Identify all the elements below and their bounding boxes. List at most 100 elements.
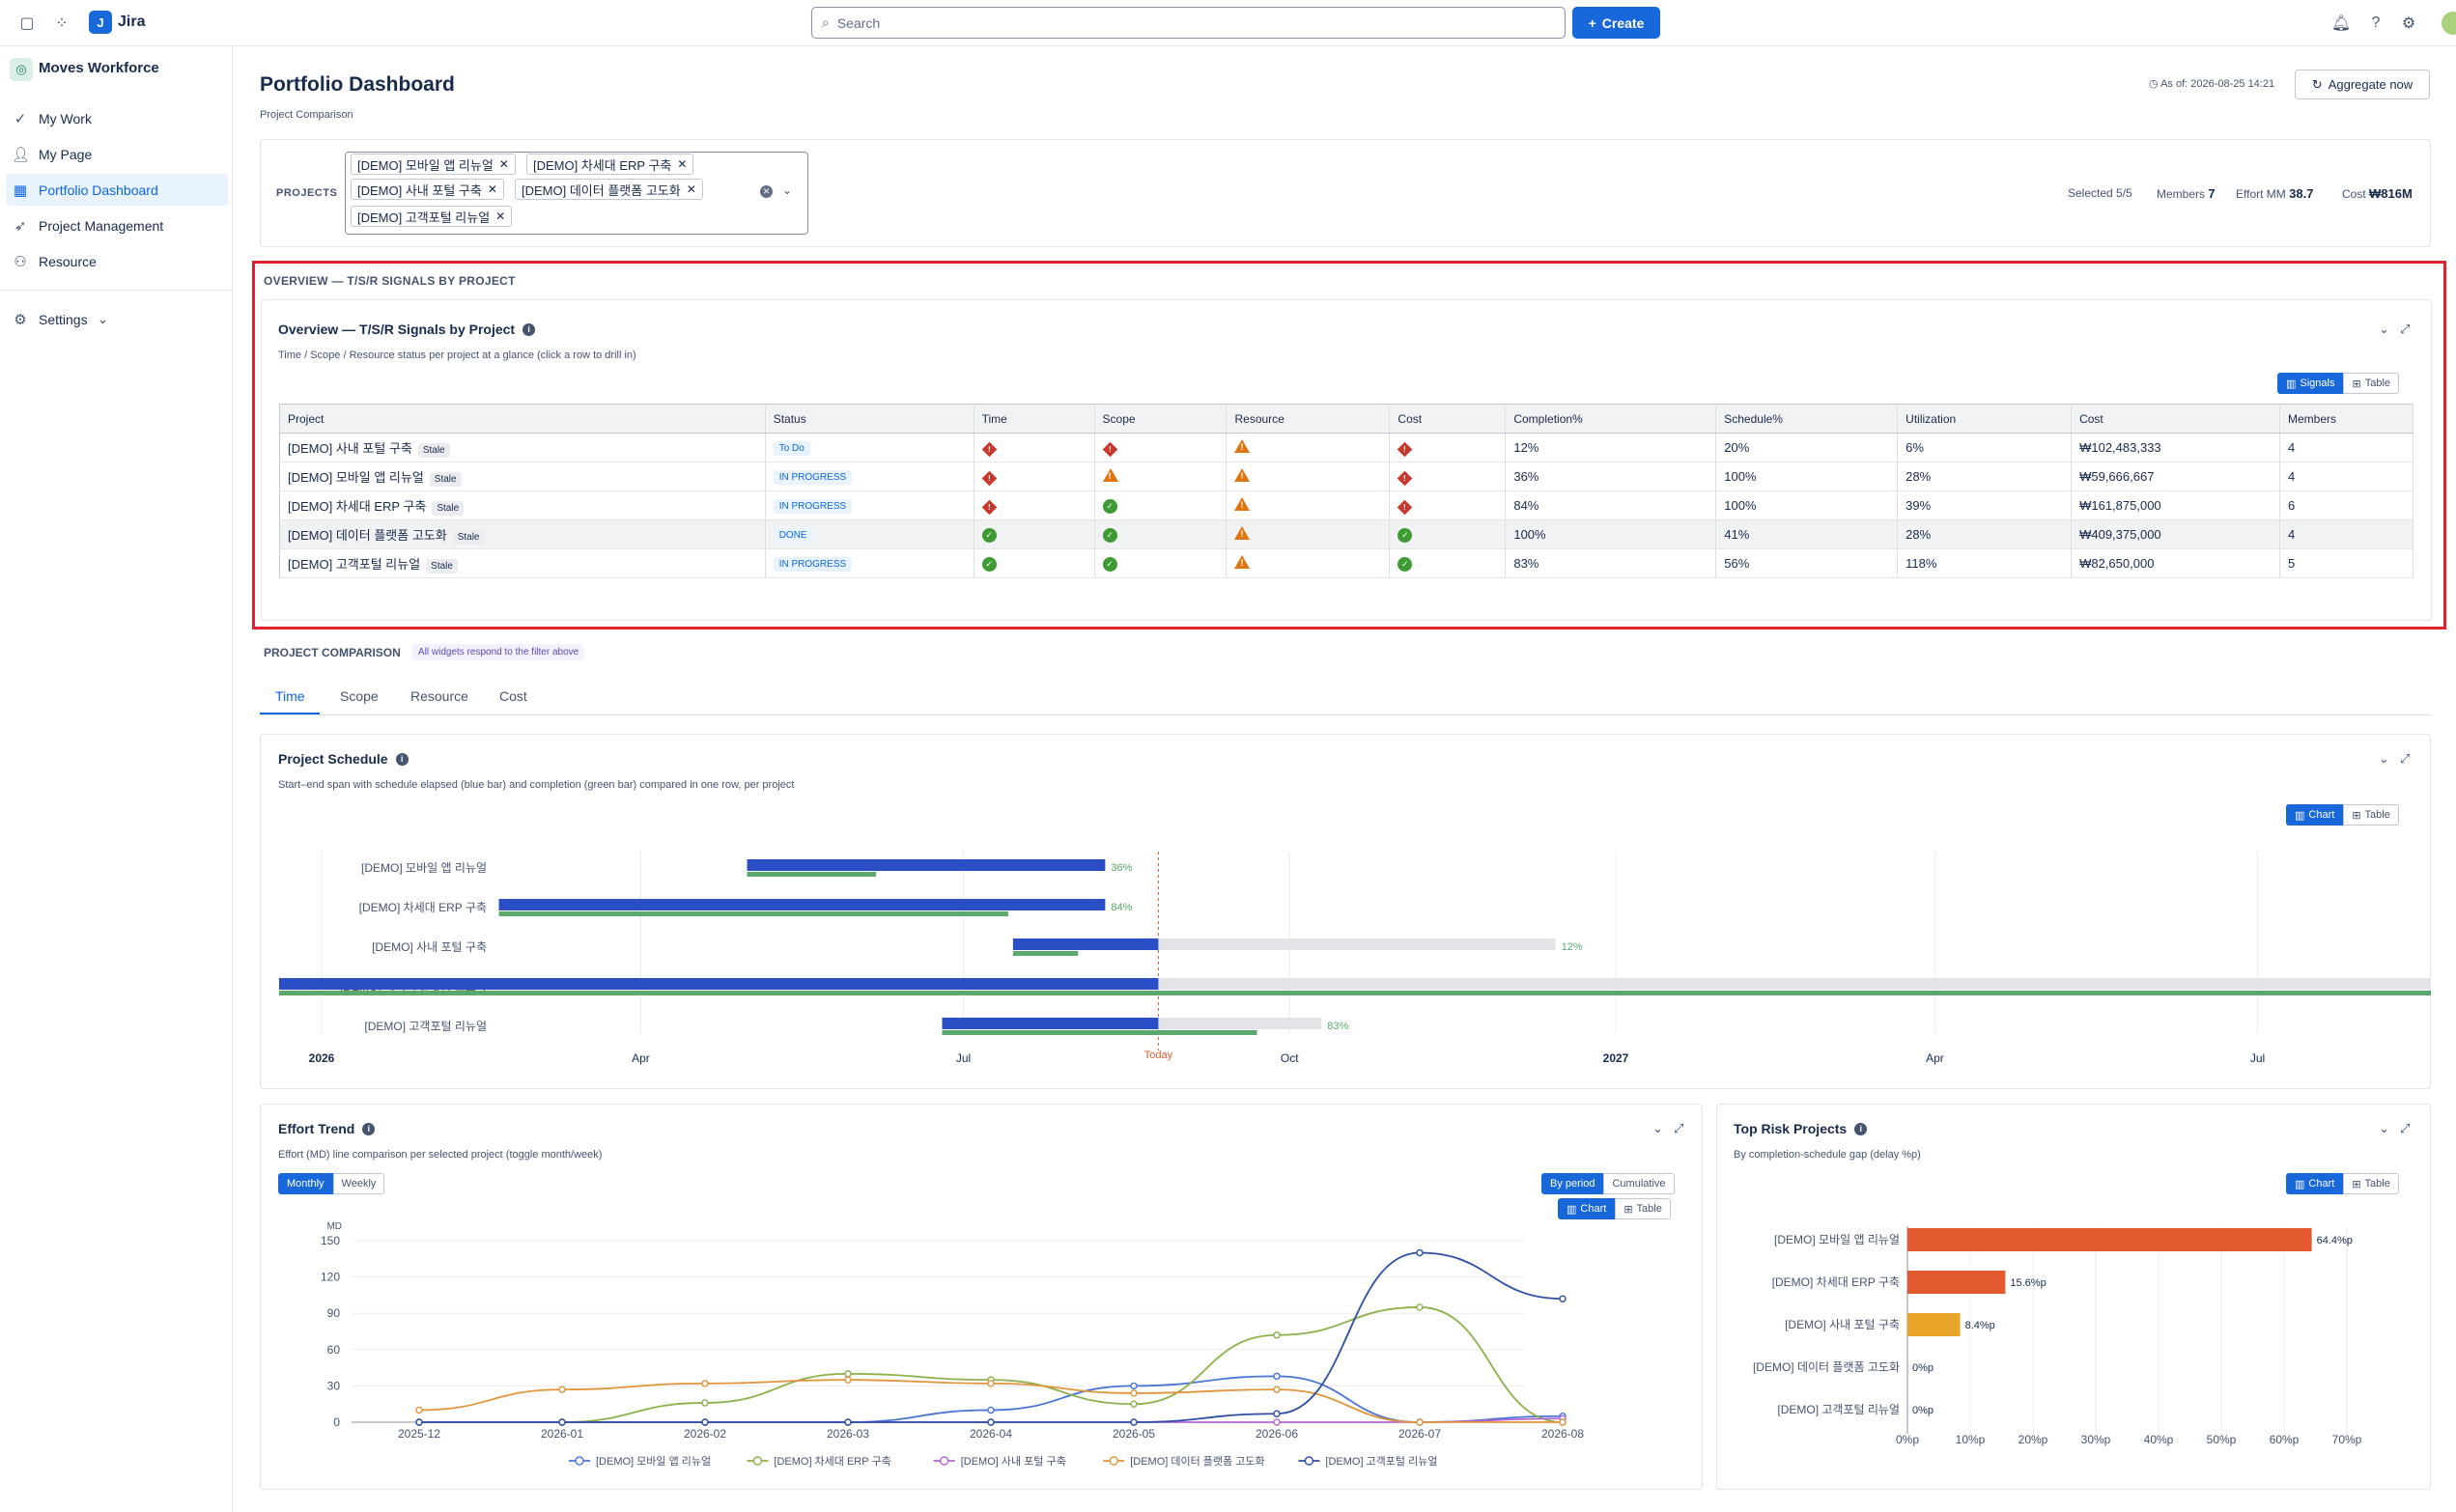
data-point[interactable] bbox=[1130, 1418, 1138, 1426]
table-toggle[interactable]: ⊞ Table bbox=[2343, 373, 2399, 394]
col-cost[interactable]: Cost bbox=[2071, 404, 2280, 434]
info-icon[interactable]: i bbox=[362, 1122, 376, 1135]
nav-project-management[interactable]: ➶ Project Management bbox=[6, 210, 228, 241]
weekly-toggle[interactable]: Weekly bbox=[332, 1173, 385, 1194]
data-point[interactable] bbox=[1273, 1372, 1281, 1381]
settings-gear-icon[interactable]: ⚙︎ bbox=[2401, 15, 2416, 32]
gantt-elapsed-bar[interactable] bbox=[498, 899, 1106, 910]
data-point[interactable] bbox=[558, 1386, 566, 1393]
data-point[interactable] bbox=[1130, 1389, 1138, 1397]
expand-icon[interactable]: ⤢ bbox=[2400, 751, 2411, 766]
project-chip[interactable]: [DEMO] 고객포털 리뉴얼 ✕ bbox=[351, 206, 513, 227]
aggregate-now-button[interactable]: ↻ Aggregate now bbox=[2295, 70, 2430, 99]
project-chip[interactable]: [DEMO] 차세대 ERP 구축 ✕ bbox=[526, 154, 694, 175]
project-chip[interactable]: [DEMO] 데이터 플랫폼 고도화 ✕ bbox=[515, 179, 703, 200]
chart-toggle[interactable]: ▥ Chart bbox=[1558, 1198, 1616, 1219]
risk-bar[interactable] bbox=[1907, 1313, 1961, 1336]
table-row[interactable]: [DEMO] 차세대 ERP 구축 Stale IN PROGRESS! ✓!! 84%… bbox=[279, 490, 2414, 520]
series-line[interactable] bbox=[419, 1306, 1564, 1423]
data-point[interactable] bbox=[844, 1370, 852, 1378]
data-point[interactable] bbox=[1273, 1386, 1281, 1393]
project-multiselect[interactable] bbox=[345, 152, 808, 235]
legend-item[interactable]: [DEMO] 고객포털 리뉴얼 bbox=[1298, 1454, 1437, 1468]
clear-all-icon[interactable]: ✕ bbox=[760, 185, 773, 198]
gantt-completion-bar[interactable] bbox=[1012, 951, 1079, 956]
col-cost-signal[interactable]: Cost bbox=[1389, 404, 1507, 434]
legend-item[interactable]: [DEMO] 데이터 플랫폼 고도화 bbox=[1103, 1455, 1265, 1468]
tab-resource[interactable]: Resource bbox=[410, 688, 468, 704]
table-row[interactable]: [DEMO] 사내 포털 구축 Stale To Do!!!! 12% 20% 6% ₩10… bbox=[279, 433, 2414, 462]
col-status[interactable]: Status bbox=[765, 404, 974, 434]
col-schedule[interactable]: Schedule% bbox=[1715, 404, 1899, 434]
gantt-completion-bar[interactable] bbox=[942, 1030, 1257, 1035]
data-point[interactable] bbox=[1559, 1295, 1567, 1302]
table-row[interactable]: [DEMO] 모바일 앱 리뉴얼 Stale IN PROGRESS!!!! 36% 1… bbox=[279, 462, 2414, 491]
data-point[interactable] bbox=[558, 1418, 566, 1426]
chevron-down-icon[interactable]: ⌄ bbox=[782, 183, 793, 197]
table-toggle[interactable]: ⊞ Table bbox=[1615, 1198, 1671, 1219]
data-point[interactable] bbox=[1273, 1410, 1281, 1417]
data-point[interactable] bbox=[1416, 1248, 1424, 1257]
data-point[interactable] bbox=[1416, 1418, 1424, 1426]
col-completion[interactable]: Completion% bbox=[1505, 404, 1717, 434]
col-resource[interactable]: Resource bbox=[1226, 404, 1391, 434]
gantt-elapsed-bar[interactable] bbox=[747, 859, 1106, 871]
project-chip[interactable]: [DEMO] 사내 포털 구축 ✕ bbox=[351, 179, 504, 200]
cumulative-toggle[interactable]: Cumulative bbox=[1603, 1173, 1675, 1194]
expand-icon[interactable]: ⤢ bbox=[2400, 1121, 2411, 1135]
data-point[interactable] bbox=[987, 1418, 995, 1426]
collapse-chevron-icon[interactable]: ⌄ bbox=[2379, 322, 2389, 336]
table-toggle[interactable]: ⊞ Table bbox=[2343, 804, 2399, 826]
data-point[interactable] bbox=[1273, 1418, 1281, 1426]
nav-portfolio-dashboard[interactable]: ▦ Portfolio Dashboard bbox=[6, 174, 228, 206]
data-point[interactable] bbox=[987, 1406, 995, 1414]
col-members[interactable]: Members bbox=[2279, 404, 2414, 434]
collapse-chevron-icon[interactable]: ⌄ bbox=[1652, 1121, 1663, 1135]
tab-time[interactable]: Time bbox=[275, 688, 305, 704]
data-point[interactable] bbox=[701, 1418, 709, 1426]
data-point[interactable] bbox=[1559, 1418, 1567, 1426]
gantt-elapsed-bar[interactable] bbox=[278, 978, 1159, 990]
nav-my-page[interactable]: 👤︎ My Page bbox=[6, 138, 228, 170]
data-point[interactable] bbox=[415, 1418, 423, 1426]
jira-logo-icon[interactable]: J bbox=[89, 11, 112, 34]
tab-scope[interactable]: Scope bbox=[340, 688, 379, 704]
remove-chip-icon[interactable]: ✕ bbox=[487, 182, 497, 196]
col-utilization[interactable]: Utilization bbox=[1897, 404, 2073, 434]
info-icon[interactable]: i bbox=[395, 752, 409, 766]
gantt-completion-bar[interactable] bbox=[278, 991, 2431, 995]
remove-chip-icon[interactable]: ✕ bbox=[686, 182, 696, 196]
expand-icon[interactable]: ⤢ bbox=[1674, 1121, 1684, 1135]
chart-toggle[interactable]: ▥ Chart bbox=[2286, 804, 2344, 826]
workspace-name[interactable]: Moves Workforce bbox=[39, 60, 159, 76]
col-time[interactable]: Time bbox=[974, 404, 1095, 434]
data-point[interactable] bbox=[1130, 1400, 1138, 1408]
nav-resource[interactable]: ⚇ Resource bbox=[6, 245, 228, 277]
table-row[interactable]: [DEMO] 데이터 플랫폼 고도화 Stale DONE ✓ ✓! ✓ 100% 41% 28… bbox=[279, 519, 2414, 549]
monthly-toggle[interactable]: Monthly bbox=[278, 1173, 333, 1194]
signals-toggle[interactable]: ▥ Signals bbox=[2277, 373, 2344, 394]
collapse-chevron-icon[interactable]: ⌄ bbox=[2379, 1121, 2389, 1135]
collapse-chevron-icon[interactable]: ⌄ bbox=[2379, 751, 2389, 766]
gantt-completion-bar[interactable] bbox=[747, 872, 877, 877]
data-point[interactable] bbox=[844, 1418, 852, 1426]
expand-icon[interactable]: ⤢ bbox=[2400, 322, 2411, 336]
nav-settings[interactable]: ⚙︎ Settings ⌄ bbox=[6, 303, 228, 335]
data-point[interactable] bbox=[701, 1399, 709, 1407]
nav-my-work[interactable]: ✓ My Work bbox=[6, 102, 228, 134]
gantt-elapsed-bar[interactable] bbox=[1012, 938, 1159, 950]
help-icon[interactable]: ? bbox=[2371, 14, 2381, 31]
legend-item[interactable]: [DEMO] 사내 포털 구축 bbox=[933, 1455, 1066, 1468]
notification-bell-icon[interactable]: 🔔︎ bbox=[2330, 15, 2352, 32]
risk-bar[interactable] bbox=[1907, 1271, 2006, 1294]
data-point[interactable] bbox=[844, 1376, 852, 1384]
workspace-icon[interactable]: ◎ bbox=[10, 58, 33, 81]
remove-chip-icon[interactable]: ✕ bbox=[677, 157, 688, 171]
info-icon[interactable]: i bbox=[1854, 1122, 1868, 1135]
table-toggle[interactable]: ⊞ Table bbox=[2343, 1173, 2399, 1194]
risk-bar[interactable] bbox=[1907, 1228, 2312, 1251]
data-point[interactable] bbox=[701, 1380, 709, 1387]
tab-cost[interactable]: Cost bbox=[499, 688, 527, 704]
data-point[interactable] bbox=[1416, 1303, 1424, 1311]
data-point[interactable] bbox=[1130, 1382, 1138, 1390]
